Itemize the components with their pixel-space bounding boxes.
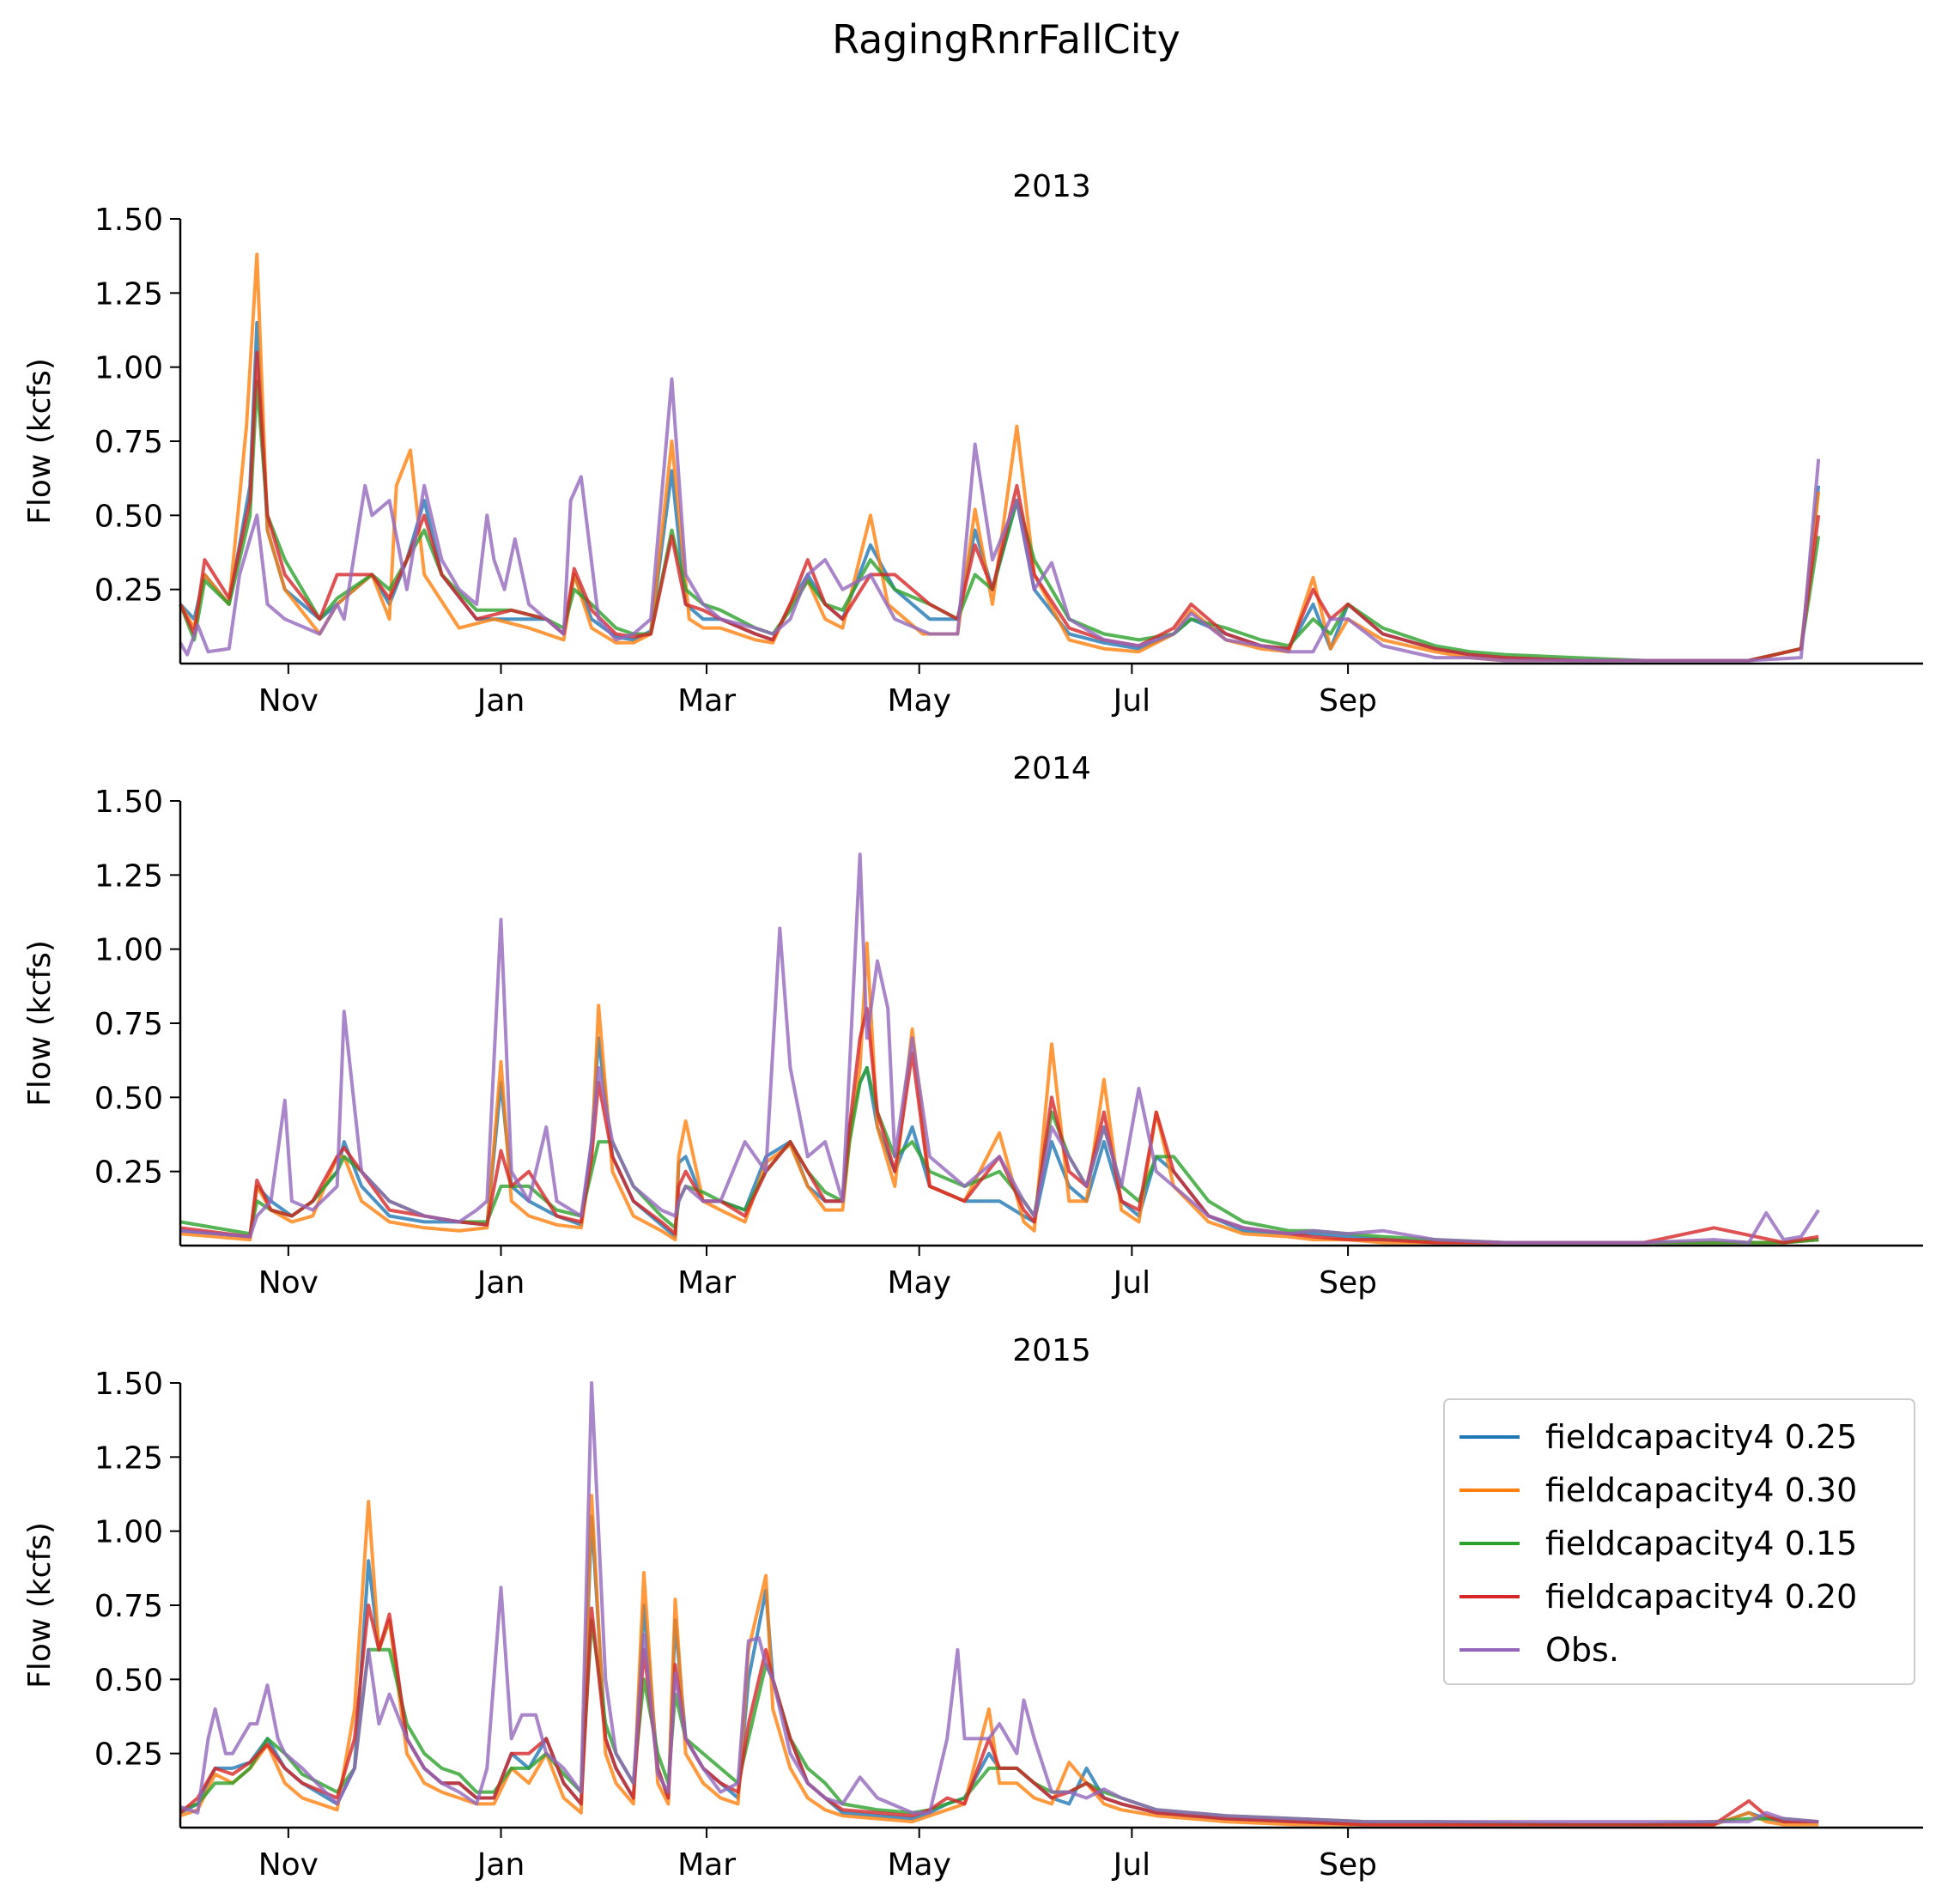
panel-2015: 2015 Flow (kcfs) 0.25 0.50 0.75 1.00 1.25 1.50 N… xyxy=(22,1333,1923,1883)
x-tick-label: Nov xyxy=(258,683,319,719)
y-tick-label: 1.25 xyxy=(94,276,163,312)
y-tick-label: 1.00 xyxy=(94,933,163,968)
series-line-fieldcapacity4-0-30 xyxy=(179,941,1819,1245)
y-tick-label: 1.00 xyxy=(94,1515,163,1550)
x-tick-label: Jul xyxy=(1112,1265,1150,1301)
legend-item: Obs. xyxy=(1459,1631,1619,1669)
legend-label: fieldcapacity4 0.30 xyxy=(1545,1471,1857,1509)
y-tick-label: 0.50 xyxy=(94,1081,163,1116)
series-group xyxy=(179,852,1820,1245)
x-tick-label: Jan xyxy=(476,1847,525,1883)
y-tick-label: 0.50 xyxy=(94,499,163,534)
legend-item: fieldcapacity4 0.25 xyxy=(1459,1418,1857,1456)
legend-label: Obs. xyxy=(1545,1631,1619,1669)
y-tick-label: 1.00 xyxy=(94,351,163,386)
panel-title: 2015 xyxy=(1012,1333,1091,1368)
x-tick-label: Jul xyxy=(1112,1847,1150,1883)
panel-2014: 2014 Flow (kcfs) 0.25 0.50 0.75 1.00 1.25 1.50 N… xyxy=(22,751,1923,1301)
x-tick-label: Nov xyxy=(258,1265,319,1301)
series-line-obs- xyxy=(179,1381,1819,1824)
series-line-obs- xyxy=(179,852,1820,1245)
y-axis-label: Flow (kcfs) xyxy=(22,358,58,525)
x-tick-label: Mar xyxy=(677,1265,736,1301)
legend: fieldcapacity4 0.25 fieldcapacity4 0.30 fi… xyxy=(1443,1398,1915,1685)
legend-item: fieldcapacity4 0.30 xyxy=(1459,1471,1857,1509)
x-tick-label: Sep xyxy=(1319,683,1377,719)
x-tick-label: Nov xyxy=(258,1847,319,1883)
y-tick-label: 0.25 xyxy=(94,1737,163,1773)
series-group xyxy=(179,1381,1819,1827)
x-tick-label: May xyxy=(888,1847,951,1883)
y-tick-label: 1.25 xyxy=(94,858,163,894)
y-tick-label: 1.50 xyxy=(94,785,163,820)
y-tick-label: 0.75 xyxy=(94,1589,163,1624)
panel-2013: 2013 Flow (kcfs) 0.25 0.50 0.75 1.00 1.25 1.50 N… xyxy=(22,169,1923,719)
x-tick-label: May xyxy=(888,1265,951,1301)
figure-title: RagingRnrFallCity xyxy=(832,16,1180,63)
legend-label: fieldcapacity4 0.15 xyxy=(1545,1525,1857,1562)
panel-title: 2014 xyxy=(1012,751,1091,786)
legend-label: fieldcapacity4 0.20 xyxy=(1545,1578,1857,1616)
panels: 2013 Flow (kcfs) 0.25 0.50 0.75 1.00 1.25 1.50 N… xyxy=(22,169,1923,1883)
x-tick-label: May xyxy=(888,683,951,719)
y-tick-label: 0.25 xyxy=(94,573,163,609)
y-tick-label: 0.75 xyxy=(94,1007,163,1042)
y-tick-label: 1.50 xyxy=(94,203,163,238)
y-tick-label: 1.25 xyxy=(94,1440,163,1476)
x-tick-label: Mar xyxy=(677,683,736,719)
legend-label: fieldcapacity4 0.25 xyxy=(1545,1418,1857,1456)
series-group xyxy=(179,252,1821,663)
x-tick-label: Jan xyxy=(476,1265,525,1301)
x-tick-label: Jan xyxy=(476,683,525,719)
legend-item: fieldcapacity4 0.20 xyxy=(1459,1578,1857,1616)
y-tick-label: 0.50 xyxy=(94,1663,163,1698)
x-tick-label: Sep xyxy=(1319,1265,1377,1301)
legend-frame xyxy=(1443,1398,1915,1685)
legend-item: fieldcapacity4 0.15 xyxy=(1459,1525,1857,1562)
x-tick-label: Jul xyxy=(1112,683,1150,719)
y-axis-label: Flow (kcfs) xyxy=(22,940,58,1107)
y-tick-label: 1.50 xyxy=(94,1367,163,1402)
panel-title: 2013 xyxy=(1012,169,1091,204)
y-tick-label: 0.25 xyxy=(94,1155,163,1191)
x-tick-label: Mar xyxy=(677,1847,736,1883)
y-tick-label: 0.75 xyxy=(94,425,163,460)
series-line-fieldcapacity4-0-20 xyxy=(179,350,1821,663)
y-axis-label: Flow (kcfs) xyxy=(22,1522,58,1689)
x-tick-label: Sep xyxy=(1319,1847,1377,1883)
series-line-obs- xyxy=(179,377,1821,663)
